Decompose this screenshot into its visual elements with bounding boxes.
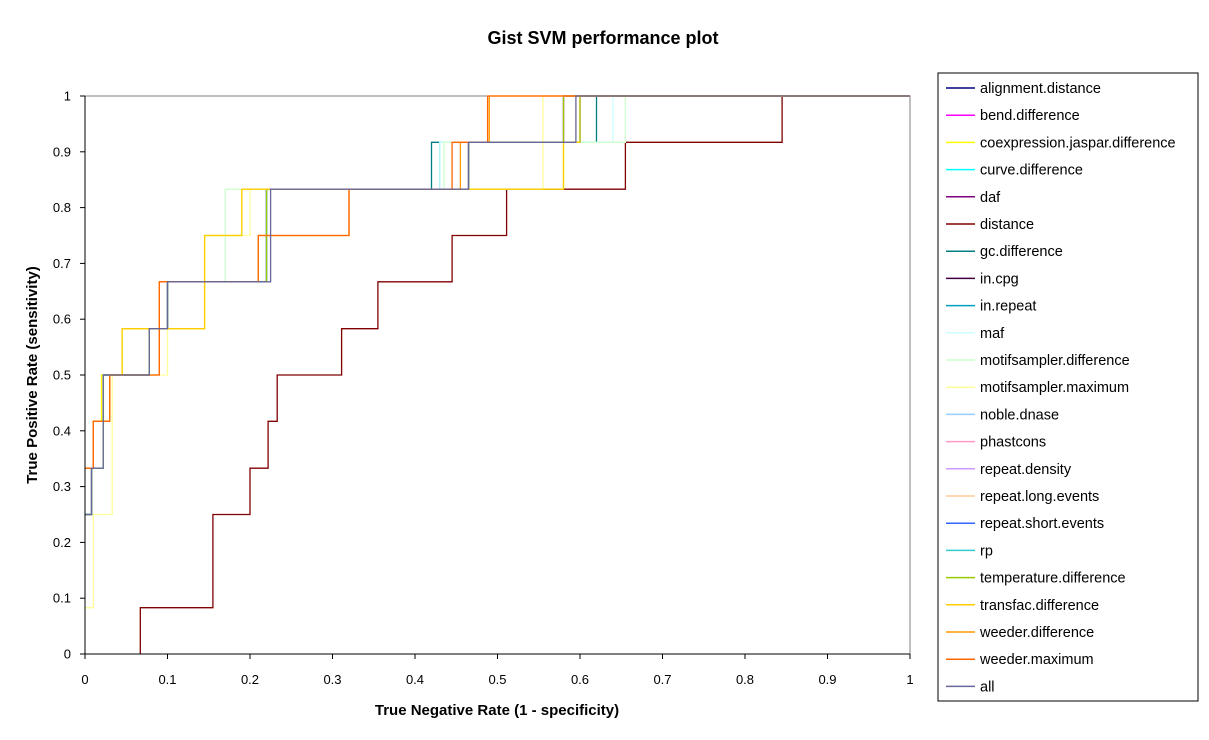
x-tick-label: 0.6 bbox=[571, 672, 589, 687]
y-tick-label: 0 bbox=[64, 647, 71, 662]
series-line-all bbox=[85, 95, 910, 516]
legend-label: transfac.difference bbox=[980, 598, 1099, 614]
x-tick-label: 0.9 bbox=[818, 672, 836, 687]
legend-label: weeder.difference bbox=[979, 625, 1094, 641]
legend-label: rp bbox=[980, 543, 993, 559]
legend-label: gc.difference bbox=[980, 244, 1063, 260]
y-tick-label: 0.4 bbox=[53, 423, 71, 438]
series-layer bbox=[85, 95, 910, 654]
legend-label: coexpression.jaspar.difference bbox=[980, 135, 1176, 151]
y-tick-label: 0.1 bbox=[53, 591, 71, 606]
legend-label: in.repeat bbox=[980, 299, 1036, 315]
legend-label: phastcons bbox=[980, 435, 1046, 451]
y-tick-label: 0.7 bbox=[53, 256, 71, 271]
legend-box bbox=[937, 72, 1199, 702]
legend-label: weeder.maximum bbox=[979, 652, 1094, 668]
x-axis-label: True Negative Rate (1 - specificity) bbox=[375, 702, 619, 719]
y-tick-label: 0.5 bbox=[53, 368, 71, 383]
legend: alignment.distance bend.difference coexpre… bbox=[946, 81, 1176, 695]
y-tick-label: 0.6 bbox=[53, 312, 71, 327]
y-tick-label: 1 bbox=[64, 89, 71, 104]
plot-area bbox=[84, 95, 911, 655]
legend-label: bend.difference bbox=[980, 108, 1080, 124]
x-tick-label: 0.5 bbox=[488, 672, 506, 687]
x-tick-label: 1 bbox=[906, 672, 913, 687]
x-tick-label: 0.2 bbox=[241, 672, 259, 687]
legend-label: distance bbox=[980, 217, 1034, 233]
legend-label: alignment.distance bbox=[980, 81, 1101, 97]
x-tick-label: 0.8 bbox=[736, 672, 754, 687]
y-tick-label: 0.3 bbox=[53, 479, 71, 494]
legend-label: repeat.density bbox=[980, 462, 1072, 478]
legend-label: noble.dnase bbox=[980, 407, 1059, 423]
x-tick-label: 0 bbox=[81, 672, 88, 687]
x-tick-label: 0.1 bbox=[158, 672, 176, 687]
y-tick-label: 0.9 bbox=[53, 144, 71, 159]
legend-label: motifsampler.maximum bbox=[980, 380, 1129, 396]
x-tick-label: 0.7 bbox=[653, 672, 671, 687]
x-tick-label: 0.3 bbox=[323, 672, 341, 687]
y-axis-label: True Positive Rate (sensitivity) bbox=[24, 266, 41, 484]
legend-label: repeat.short.events bbox=[980, 516, 1104, 532]
x-tick-label: 0.4 bbox=[406, 672, 424, 687]
legend-label: maf bbox=[980, 326, 1005, 342]
legend-label: curve.difference bbox=[980, 163, 1083, 179]
legend-label: repeat.long.events bbox=[980, 489, 1099, 505]
legend-label: motifsampler.difference bbox=[980, 353, 1130, 369]
y-tick-label: 0.8 bbox=[53, 200, 71, 215]
legend-label: daf bbox=[980, 190, 1001, 206]
legend-label: in.cpg bbox=[980, 271, 1019, 287]
chart-title: Gist SVM performance plot bbox=[487, 28, 718, 48]
axes-layer: 0 0.1 0.2 0.3 0.4 0.5 0.6 0.7 0.8 0.9 1 0 0.1 0.2 0.3 0… bbox=[53, 89, 914, 688]
legend-label: temperature.difference bbox=[980, 571, 1126, 587]
legend-label: all bbox=[980, 679, 995, 695]
series-line-distance bbox=[139, 95, 910, 654]
y-tick-label: 0.2 bbox=[53, 535, 71, 550]
